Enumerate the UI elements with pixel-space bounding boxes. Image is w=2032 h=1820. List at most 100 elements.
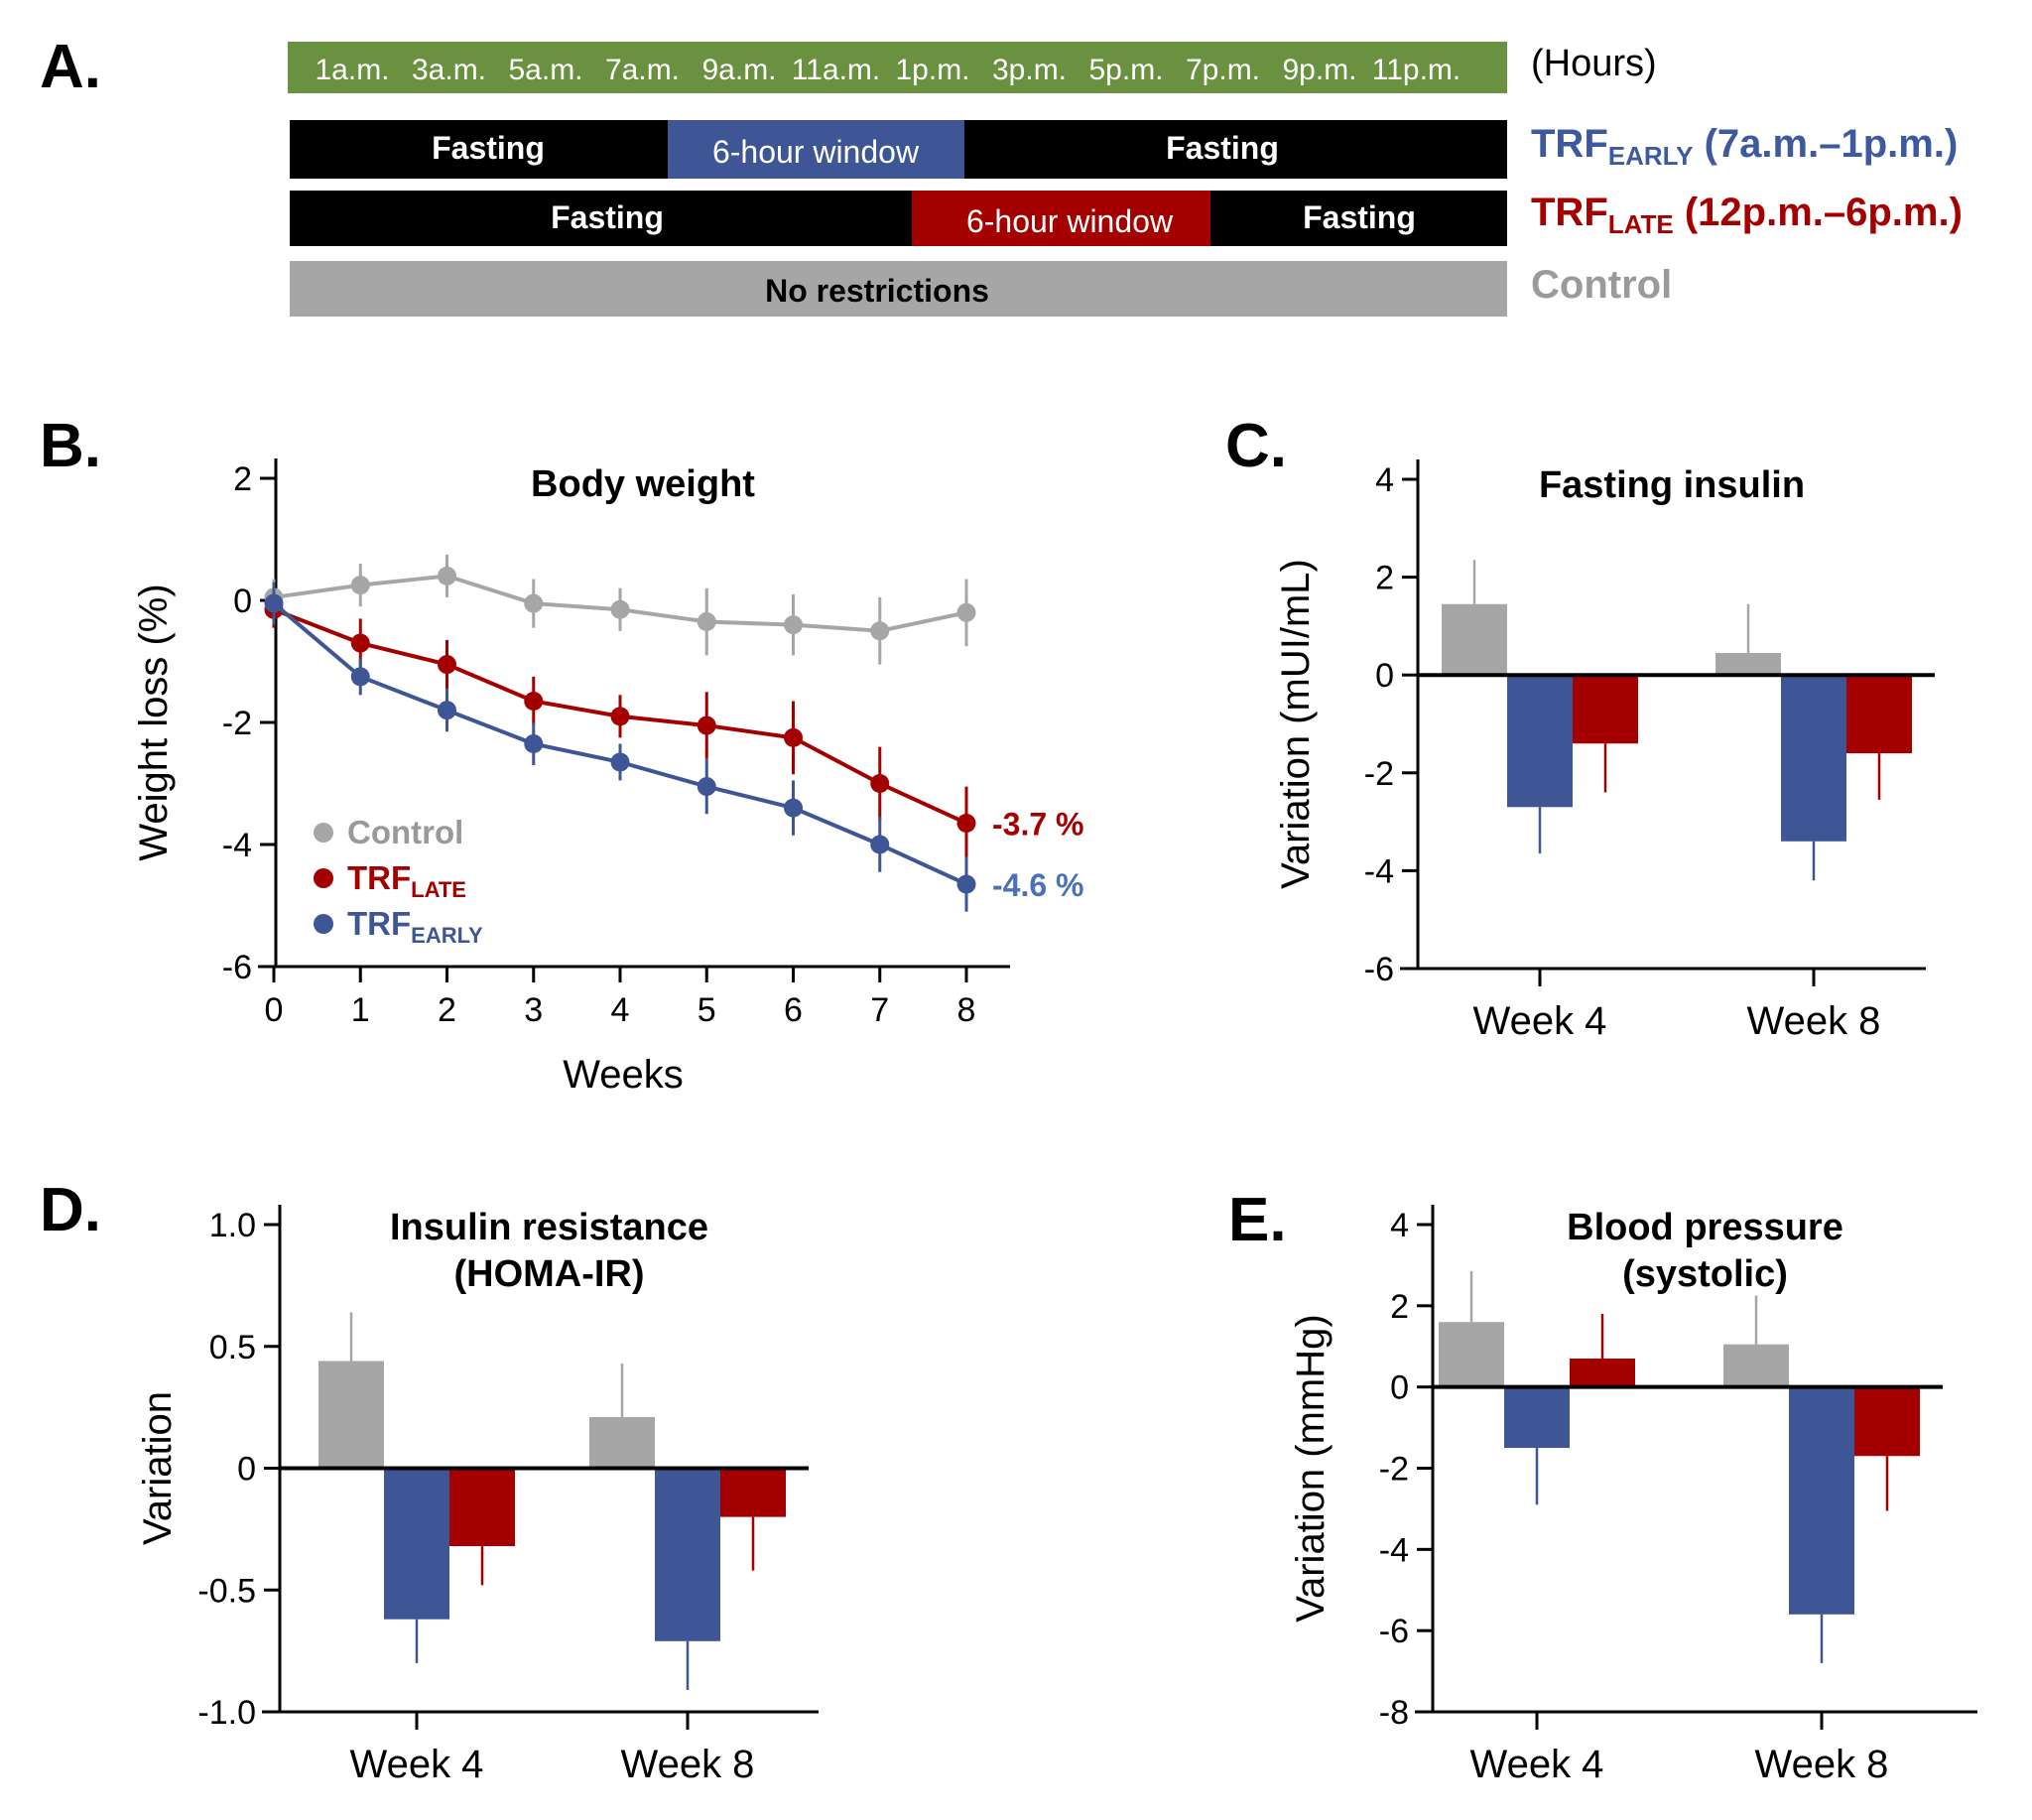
bar-control — [1442, 603, 1507, 676]
data-point-late — [524, 691, 544, 711]
panel-label: E. — [1228, 1186, 1287, 1254]
y-tick-label: -6 — [1379, 1613, 1409, 1650]
x-tick-label: 6 — [784, 991, 803, 1029]
panel-label: B. — [40, 412, 101, 480]
x-tick-label: 4 — [611, 991, 630, 1029]
hour-label: 1p.m. — [895, 54, 969, 86]
legend-label-early: TRFEARLY — [347, 905, 483, 948]
data-point-late — [870, 774, 890, 793]
hour-label: 5p.m. — [1088, 54, 1163, 86]
data-point-control — [956, 602, 976, 622]
bar-late — [720, 1468, 786, 1517]
category-label: Week 8 — [1747, 999, 1881, 1043]
bar-late — [1854, 1386, 1920, 1457]
hour-label: 11a.m. — [792, 54, 881, 86]
end-label-late: -3.7 % — [992, 806, 1083, 842]
data-point-control — [524, 593, 544, 613]
hour-label: 7p.m. — [1186, 54, 1260, 86]
y-tick-label: 2 — [1375, 560, 1394, 597]
bar-late — [1570, 1359, 1635, 1387]
y-tick-label: 4 — [1375, 461, 1394, 499]
late-fasting-2: Fasting — [1303, 199, 1416, 235]
hour-label: 5a.m. — [508, 54, 582, 86]
y-tick-label: 0.5 — [209, 1329, 256, 1366]
bar-early — [655, 1468, 720, 1641]
late-row-label: TRFLATE (12p.m.–6p.m.) — [1531, 191, 1963, 239]
x-tick-label: 2 — [438, 991, 456, 1029]
early-fasting-2: Fasting — [1166, 130, 1279, 166]
chart-title-line2: (systolic) — [1622, 1253, 1788, 1295]
data-point-control — [784, 615, 803, 635]
legend-label-late: TRFLATE — [347, 859, 466, 902]
hour-label: 3p.m. — [992, 54, 1067, 86]
control-row-text: No restrictions — [765, 273, 989, 309]
panel-a-label: A. — [40, 33, 101, 101]
chart-panel-c: C. 4 2 0 -2 -4 -6 Variation (mUI/mL) Fasting ins… — [1225, 412, 1935, 1043]
y-tick-label: -2 — [1364, 755, 1394, 793]
chart-title: Body weight — [531, 463, 755, 505]
chart-title-line2: (HOMA-IR) — [453, 1253, 644, 1295]
y-tick-label: 0 — [1375, 657, 1394, 695]
bar-early — [1789, 1386, 1854, 1615]
chart-panel-e: E. 4 2 0 -2 -4 -6 -8 Variation (mmHg) Blood press… — [1228, 1186, 1977, 1786]
control-row — [290, 261, 1507, 317]
category-label: Week 8 — [621, 1743, 755, 1786]
data-point-late — [610, 707, 630, 726]
bar-late — [449, 1468, 515, 1547]
hour-label: 11p.m. — [1372, 54, 1461, 86]
late-window-label: 6-hour window — [966, 203, 1174, 239]
bar-control — [1715, 653, 1781, 676]
y-tick-label: -6 — [222, 949, 252, 986]
hour-label: 7a.m. — [605, 54, 680, 86]
data-point-early — [870, 835, 890, 854]
data-point-early — [264, 593, 284, 613]
data-point-late — [438, 655, 456, 675]
legend-name: TRF — [347, 859, 411, 896]
data-point-early — [438, 701, 456, 720]
bar-early — [384, 1468, 449, 1620]
panel-label: C. — [1225, 412, 1287, 480]
data-point-control — [438, 566, 456, 585]
y-tick-label: -4 — [1379, 1531, 1409, 1569]
x-axis-label: Weeks — [563, 1053, 684, 1097]
hour-label: 1a.m. — [315, 54, 389, 86]
legend-name: TRF — [347, 905, 411, 942]
y-tick-label: 1.0 — [209, 1207, 256, 1244]
data-point-late — [784, 727, 803, 747]
early-fasting-1: Fasting — [432, 130, 545, 166]
y-tick-label: -8 — [1379, 1694, 1409, 1732]
hour-label: 3a.m. — [412, 54, 486, 86]
bar-late — [1846, 675, 1912, 754]
y-tick-label: -1.0 — [197, 1694, 256, 1732]
y-tick-label: -4 — [1364, 852, 1394, 890]
data-point-early — [350, 667, 370, 687]
data-point-late — [350, 633, 370, 653]
bar-control — [1723, 1344, 1789, 1387]
data-point-control — [350, 576, 370, 595]
hour-labels: 1a.m. 3a.m. 5a.m. 7a.m. 9a.m. 11a.m. 1p.m. 3p.m… — [315, 54, 1460, 86]
legend-marker-early — [314, 914, 333, 934]
x-tick-label: 7 — [870, 991, 889, 1029]
y-axis-label: Variation (mUI/mL) — [1274, 559, 1318, 889]
panel-label: D. — [40, 1176, 101, 1244]
end-label-early: -4.6 % — [992, 867, 1083, 903]
y-tick-label: -0.5 — [197, 1572, 256, 1610]
bar-control — [589, 1416, 655, 1469]
hours-unit: (Hours) — [1531, 43, 1657, 84]
bar-early — [1507, 675, 1573, 808]
panel-a: A. 1a.m. 3a.m. 5a.m. 7a.m. 9a.m. 11a.m. 1p.m. 3… — [40, 33, 1963, 317]
x-tick-label: 1 — [351, 991, 370, 1029]
x-tick-label: 3 — [524, 991, 543, 1029]
legend-label-control: Control — [347, 814, 463, 850]
y-axis-label: Weight loss (%) — [132, 584, 176, 860]
y-tick-label: 0 — [237, 1451, 256, 1489]
chart-title: Insulin resistance — [390, 1207, 708, 1248]
legend-marker-late — [314, 868, 333, 888]
legend-name: Control — [347, 814, 463, 850]
bar-early — [1781, 675, 1846, 842]
y-tick-label: 4 — [1390, 1207, 1409, 1244]
x-tick-label: 5 — [698, 991, 716, 1029]
bar-control — [1439, 1322, 1504, 1387]
y-tick-label: -2 — [1379, 1451, 1409, 1489]
